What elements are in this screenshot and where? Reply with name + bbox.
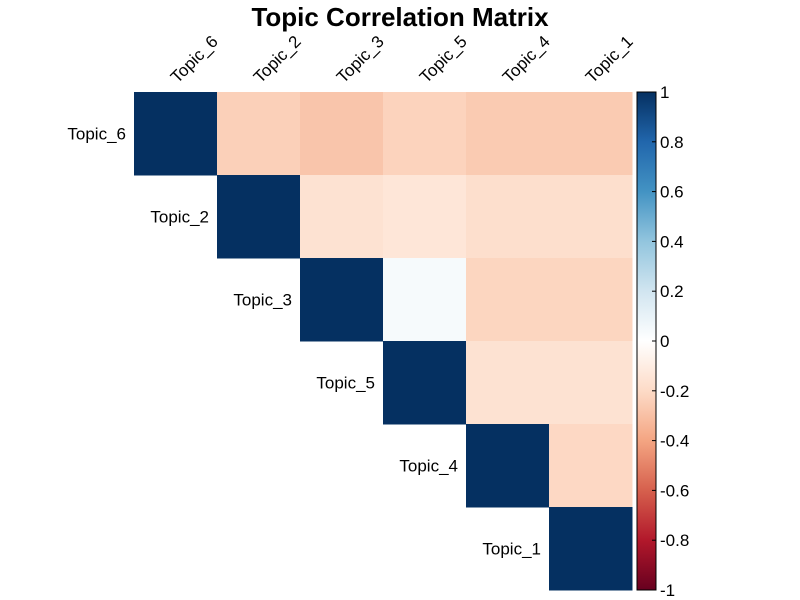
- column-labels: Topic_6 Topic_2 Topic_3 Topic_5 Topic_4 Topic…: [167, 32, 637, 87]
- heatmap-cell: [217, 92, 301, 176]
- heatmap-cell: [549, 258, 633, 342]
- heatmap-cell: [383, 341, 467, 425]
- heatmap-cell: [383, 92, 467, 176]
- heatmap-cell: [383, 258, 467, 342]
- column-label: Topic_6: [167, 32, 222, 87]
- row-label: Topic_1: [482, 540, 541, 559]
- row-label: Topic_3: [233, 291, 292, 310]
- column-label: Topic_2: [250, 32, 305, 87]
- heatmap-cell: [466, 258, 550, 342]
- colorbar-tick-label: 1: [660, 83, 669, 102]
- heatmap-cell: [300, 175, 384, 259]
- heatmap-cell: [134, 92, 218, 176]
- heatmap-cell: [383, 175, 467, 259]
- heatmap-cell: [466, 175, 550, 259]
- heatmap-cell: [549, 341, 633, 425]
- colorbar-gradient: [637, 92, 656, 590]
- chart-title: Topic Correlation Matrix: [251, 2, 549, 32]
- heatmap-cell: [217, 175, 301, 259]
- column-label: Topic_5: [416, 32, 471, 87]
- row-label: Topic_6: [67, 125, 126, 144]
- heatmap-cell: [466, 424, 550, 508]
- column-label: Topic_1: [582, 32, 637, 87]
- colorbar-tick-label: 0.2: [660, 282, 684, 301]
- heatmap-cell: [549, 175, 633, 259]
- colorbar-tick-label: -0.6: [660, 481, 689, 500]
- colorbar-tick-label: 0.4: [660, 232, 684, 251]
- row-label: Topic_2: [150, 208, 209, 227]
- colorbar-tick-label: 0.6: [660, 183, 684, 202]
- colorbar: 1 0.8 0.6 0.4 0.2 0 -0.2 -0.4 -0.6 -0.8 -1: [636, 83, 689, 600]
- column-label: Topic_3: [333, 32, 388, 87]
- row-label: Topic_5: [316, 374, 375, 393]
- heatmap-cell: [300, 258, 384, 342]
- heatmap-cell: [466, 92, 550, 176]
- heatmap-cell: [549, 507, 633, 591]
- heatmap-cell: [549, 92, 633, 176]
- heatmap-cell: [300, 92, 384, 176]
- heatmap-cell: [549, 424, 633, 508]
- colorbar-tick-label: -0.8: [660, 531, 689, 550]
- colorbar-tick-label: -0.4: [660, 432, 689, 451]
- row-label: Topic_4: [399, 457, 458, 476]
- heatmap-cell: [466, 341, 550, 425]
- colorbar-tick-label: 0: [660, 332, 669, 351]
- colorbar-tick-label: -0.2: [660, 382, 689, 401]
- row-labels: Topic_6 Topic_2 Topic_3 Topic_5 Topic_4 Topic…: [67, 125, 541, 559]
- heatmap-cells: [134, 92, 633, 591]
- colorbar-tick-label: -1: [660, 581, 675, 600]
- column-label: Topic_4: [499, 32, 554, 87]
- colorbar-tick-label: 0.8: [660, 133, 684, 152]
